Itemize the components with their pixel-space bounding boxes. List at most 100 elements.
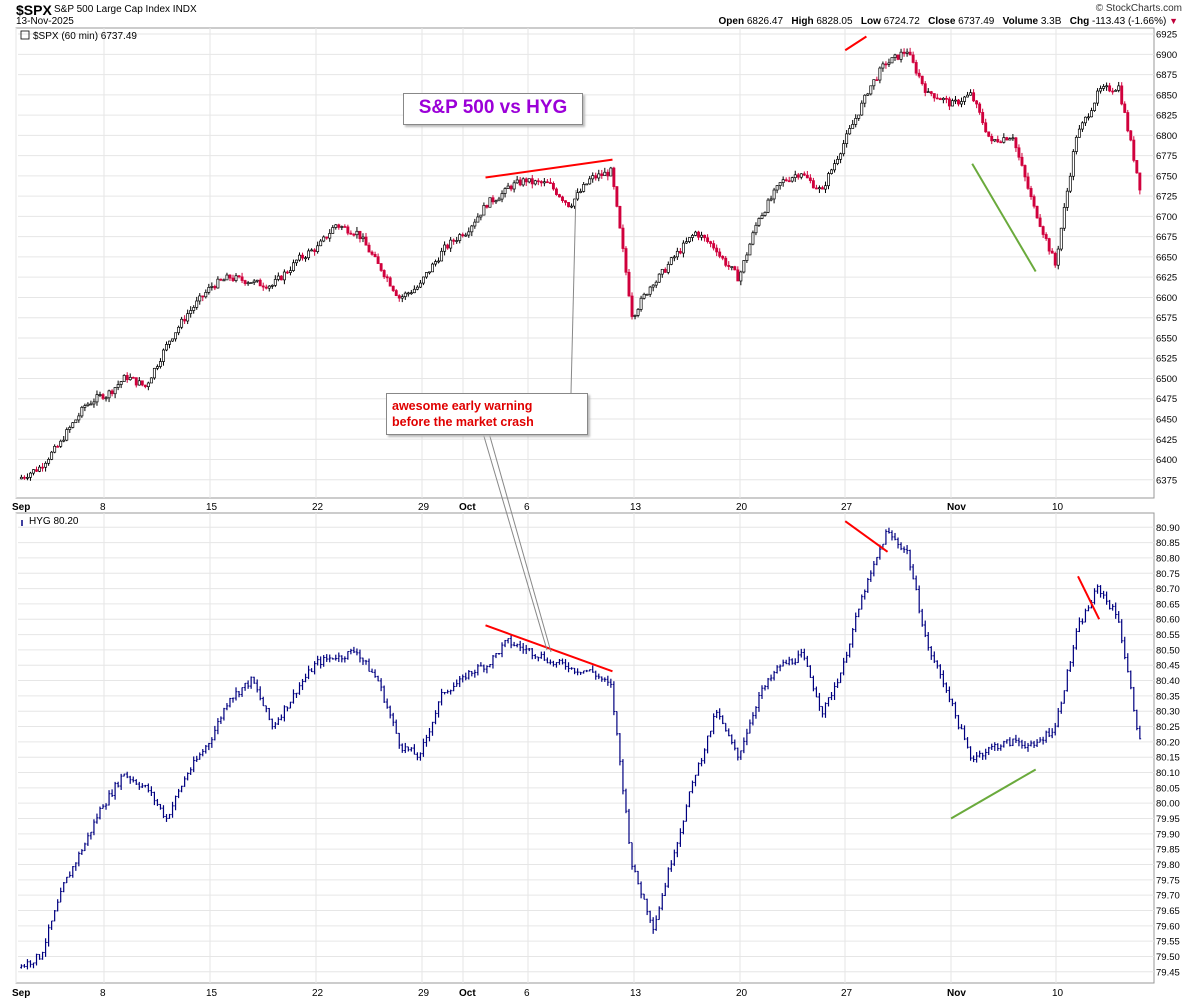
candle-body xyxy=(548,182,552,184)
candle-body xyxy=(1017,147,1021,158)
candle-body xyxy=(92,401,96,405)
candle-body xyxy=(373,254,377,258)
candle-body xyxy=(561,196,564,201)
candle-body xyxy=(246,282,250,285)
candle-body xyxy=(875,79,879,81)
spx-legend-label: $SPX (60 min) 6737.49 xyxy=(33,31,137,42)
candle-body xyxy=(706,237,710,242)
candle-body xyxy=(963,96,966,102)
candle-body xyxy=(189,310,193,315)
candle-body xyxy=(521,178,525,186)
candle-body xyxy=(527,178,531,183)
stockcharts-brand[interactable]: © StockCharts.com xyxy=(1095,3,1182,14)
x-tick-label: 8 xyxy=(100,988,106,999)
candle-body xyxy=(437,260,441,263)
candle-body xyxy=(346,226,350,234)
candle-body xyxy=(22,476,26,479)
candle-body xyxy=(104,397,108,400)
candle-body xyxy=(143,384,147,388)
candle-body xyxy=(621,227,625,249)
candle-body xyxy=(44,462,48,468)
candle-body xyxy=(923,83,927,93)
candle-body xyxy=(542,181,546,184)
y-tick-label: 79.90 xyxy=(1156,829,1180,840)
open-value: 6826.47 xyxy=(746,16,784,27)
candle-body xyxy=(712,243,716,249)
candle-body xyxy=(814,187,818,190)
candle-body xyxy=(724,257,728,266)
candle-body xyxy=(425,272,428,278)
y-tick-label: 80.30 xyxy=(1156,707,1180,718)
candle-body xyxy=(128,376,132,381)
x-tick-label: 6 xyxy=(524,502,530,513)
candle-body xyxy=(231,277,235,281)
x-tick-label: Sep xyxy=(12,502,30,513)
trendlines xyxy=(485,35,1101,820)
high-label: High xyxy=(791,16,814,27)
candle-body xyxy=(618,206,622,229)
candle-body xyxy=(446,244,450,249)
candle-body xyxy=(854,118,858,125)
y-tick-label: 80.80 xyxy=(1156,553,1180,564)
candle-body xyxy=(775,185,779,191)
y-tick-label: 6475 xyxy=(1156,394,1177,405)
candle-body xyxy=(642,293,646,299)
candle-body xyxy=(657,273,661,283)
y-tick-label: 80.35 xyxy=(1156,691,1180,702)
candle-body xyxy=(255,279,259,282)
candle-body xyxy=(243,280,247,284)
candle-body xyxy=(406,292,410,295)
candle-body xyxy=(325,236,329,239)
candle-body xyxy=(848,128,852,135)
candle-body xyxy=(790,177,794,182)
candle-body xyxy=(403,292,407,297)
candle-body xyxy=(476,216,480,223)
y-tick-label: 6525 xyxy=(1156,354,1177,365)
candle-body xyxy=(872,79,876,87)
candle-body xyxy=(452,239,456,242)
y-tick-label: 80.45 xyxy=(1156,661,1180,672)
candle-body xyxy=(539,181,543,184)
candle-body xyxy=(210,286,214,288)
candle-body xyxy=(591,175,595,180)
red-trendline xyxy=(485,158,613,179)
candle-body xyxy=(201,295,205,298)
candle-body xyxy=(382,270,386,278)
warning-callout: awesome early warning before the market … xyxy=(386,393,588,435)
low-value: 6724.72 xyxy=(883,16,920,27)
y-tick-label: 6825 xyxy=(1156,111,1177,122)
candle-body xyxy=(491,197,495,203)
candle-body xyxy=(576,192,580,200)
candle-body xyxy=(721,255,725,259)
candle-body xyxy=(282,271,286,281)
candle-body xyxy=(799,173,803,178)
candle-body xyxy=(999,141,1003,144)
candle-body xyxy=(745,254,749,261)
y-tick-label: 80.55 xyxy=(1156,630,1180,641)
candle-body xyxy=(727,264,731,267)
y-tick-label: 79.85 xyxy=(1156,845,1180,856)
candle-body xyxy=(678,250,682,254)
candle-body xyxy=(748,243,752,256)
spx-candles xyxy=(19,47,1142,481)
candle-body xyxy=(443,244,447,252)
symbol: $SPX xyxy=(16,2,52,18)
candle-body xyxy=(736,269,740,282)
candle-body xyxy=(467,231,471,236)
candle-body xyxy=(1126,112,1130,132)
candle-body xyxy=(295,259,298,264)
candle-body xyxy=(316,245,320,252)
warning-line-2: before the market crash xyxy=(392,415,534,429)
candle-body xyxy=(811,180,815,189)
candle-body xyxy=(434,261,437,265)
candle-body xyxy=(409,292,413,295)
candle-body xyxy=(551,183,555,190)
candle-body xyxy=(684,241,688,244)
candle-body xyxy=(887,62,891,65)
y-tick-label: 79.50 xyxy=(1156,952,1180,963)
candle-body xyxy=(533,180,537,185)
candle-body xyxy=(370,251,374,255)
candle-body xyxy=(285,271,289,274)
x-tick-label: 15 xyxy=(206,502,218,513)
candle-body xyxy=(902,51,906,54)
